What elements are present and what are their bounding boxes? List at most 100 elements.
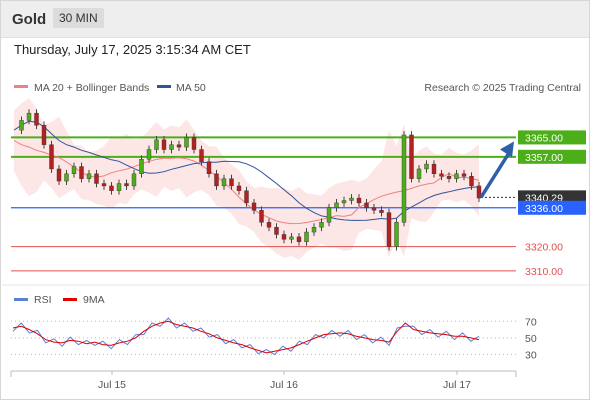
rsi-pane: 70 50 30: [11, 316, 537, 362]
candle-down: [214, 173, 219, 187]
rsi-tick-label: 70: [525, 316, 537, 328]
candle-up: [71, 166, 77, 175]
rsi-ma-legend-swatch: [63, 298, 77, 301]
title-bar: Gold 30 MIN: [1, 1, 589, 38]
candle-down: [296, 236, 302, 242]
candle-down: [101, 183, 107, 187]
candle-up: [26, 112, 32, 121]
candle-down: [161, 139, 167, 150]
rsi-tick-label: 50: [525, 333, 537, 345]
rsi-line: [12, 317, 480, 356]
level-resistance-1-label: 3357.00: [525, 152, 563, 164]
ma50-legend-label: MA 50: [176, 82, 206, 94]
candle-up: [116, 183, 122, 191]
candle-up: [131, 173, 137, 187]
candle-up: [319, 222, 324, 228]
candle-up: [169, 144, 174, 150]
candle-up: [349, 197, 354, 201]
candle-down: [34, 112, 39, 126]
ma50-legend-swatch: [157, 85, 171, 88]
rsi-legend-label: RSI: [34, 294, 52, 306]
timestamp: Thursday, July 17, 2025 3:15:34 AM CET: [14, 42, 251, 57]
candle-down: [49, 144, 54, 170]
candle-up: [86, 173, 92, 179]
candle-up: [139, 159, 144, 175]
candle-up: [401, 134, 407, 223]
ma20-legend-swatch: [14, 85, 28, 88]
candle-down: [229, 178, 234, 187]
candle-down: [109, 185, 114, 191]
timeframe-badge[interactable]: 30 MIN: [53, 8, 104, 28]
rsi-tick-label: 30: [525, 350, 537, 362]
level-pivot-3-label: 3336.00: [525, 203, 563, 215]
level-pivot-3-tag: [518, 200, 586, 215]
candle-down: [461, 173, 467, 177]
rsi-ma-legend-label: 9MA: [83, 294, 105, 306]
level-resistance-1-tag: [518, 149, 586, 164]
candle-down: [446, 176, 452, 179]
candle-down: [79, 166, 84, 179]
time-tick-label: Jul 15: [98, 379, 126, 391]
candle-up: [454, 173, 459, 179]
candle-down: [364, 202, 369, 208]
level-support-5-label: 3310.00: [525, 266, 563, 278]
candle-up: [416, 168, 422, 179]
candle-up: [154, 139, 159, 150]
candle-down: [386, 212, 392, 247]
candle-down: [236, 185, 242, 191]
candle-down: [124, 183, 129, 187]
candle-up: [289, 236, 294, 240]
ma50-line: [13, 120, 480, 221]
level-resistance-0-tag: [518, 130, 586, 145]
candle-down: [266, 222, 272, 228]
level-resistance-0-label: 3365.00: [525, 132, 563, 144]
candle-up: [424, 163, 429, 170]
candle-up: [146, 149, 152, 160]
candle-down: [251, 202, 257, 211]
candle-down: [259, 209, 264, 223]
candle-down: [409, 134, 414, 179]
candle-down: [41, 125, 47, 145]
candle-down: [371, 207, 377, 211]
time-tick-label: Jul 17: [443, 379, 471, 391]
candle-down: [439, 173, 444, 177]
candle-down: [206, 161, 212, 175]
candle-up: [304, 231, 309, 242]
forecast-arrow-shaft: [479, 150, 512, 199]
candle-down: [176, 144, 182, 148]
candle-down: [379, 209, 384, 213]
candle-down: [356, 197, 362, 204]
time-axis: Jul 15 Jul 16 Jul 17: [10, 371, 517, 391]
candle-down: [476, 185, 482, 199]
symbol-name: Gold: [12, 11, 47, 28]
candle-up: [19, 120, 24, 131]
candle-down: [244, 190, 249, 204]
candle-down: [199, 149, 204, 162]
rsi-ma-line: [12, 320, 480, 354]
candle-up: [334, 202, 339, 208]
forecast-arrow-head: [500, 141, 514, 158]
candle-up: [394, 222, 399, 247]
candle-up: [341, 200, 347, 204]
candle-up: [326, 207, 332, 223]
candle-up: [311, 226, 317, 233]
candle-down: [94, 173, 99, 184]
rsi-legend-swatch: [14, 298, 28, 301]
candle-down: [431, 163, 437, 175]
candle-up: [221, 178, 227, 187]
candle-up: [64, 173, 69, 182]
candle-down: [469, 176, 474, 187]
research-credit: Research © 2025 Trading Central: [424, 82, 581, 94]
candle-down: [191, 137, 197, 150]
bollinger-band: [14, 98, 479, 260]
candle-up: [184, 137, 189, 148]
time-tick-label: Jul 16: [270, 379, 298, 391]
candle-down: [281, 234, 287, 240]
ma20-legend-label: MA 20 + Bollinger Bands: [34, 82, 149, 94]
candles: [19, 109, 482, 251]
level-support-4-label: 3320.00: [525, 242, 563, 254]
candle-down: [274, 226, 279, 235]
price-pane: 3365.003357.003340.293336.003320.003310.…: [11, 98, 586, 278]
